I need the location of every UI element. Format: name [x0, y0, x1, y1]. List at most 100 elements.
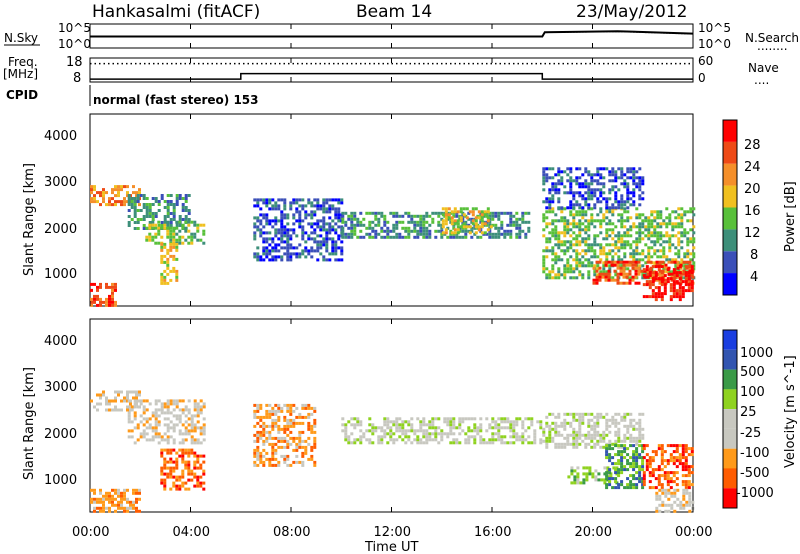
velocity-cell: [169, 469, 173, 473]
velocity-cell: [301, 421, 305, 425]
power-cell: [316, 225, 320, 229]
velocity-cell: [542, 430, 546, 434]
power-cell: [157, 220, 161, 224]
power-cell: [687, 283, 691, 287]
velocity-cell: [642, 447, 646, 451]
power-cell: [359, 211, 363, 215]
velocity-cell: [437, 432, 441, 436]
power-cell: [126, 185, 129, 189]
velocity-cell: [593, 415, 597, 419]
power-cell: [680, 222, 684, 226]
power-cell: [111, 300, 114, 304]
velocity-cell: [557, 430, 561, 434]
power-cell: [356, 235, 360, 239]
velocity-cell: [563, 418, 567, 422]
power-cell: [563, 185, 567, 189]
power-cell: [280, 237, 284, 241]
power-cell: [623, 185, 627, 189]
velocity-cell: [681, 456, 685, 460]
power-cell: [689, 207, 693, 211]
velocity-cell: [196, 475, 200, 479]
velocity-cbar-tick-minus100: -100: [740, 446, 770, 461]
velocity-cell: [313, 424, 317, 428]
power-cell: [431, 220, 435, 224]
velocity-cell: [347, 438, 351, 442]
power-ytick-3000: 3000: [44, 175, 77, 190]
power-cell: [596, 234, 600, 238]
velocity-cell: [99, 396, 102, 400]
power-cell: [629, 197, 633, 201]
velocity-cell: [570, 472, 574, 476]
velocity-cell: [593, 436, 597, 440]
power-cell: [494, 232, 498, 236]
power-cell: [301, 198, 305, 202]
velocity-cell: [576, 478, 580, 482]
velocity-cell: [608, 430, 612, 434]
power-cell: [316, 198, 320, 202]
power-cell: [136, 221, 140, 224]
power-cell: [575, 176, 579, 180]
velocity-cell: [602, 439, 606, 443]
power-cell: [661, 272, 665, 276]
power-cell: [551, 246, 555, 250]
velocity-cell: [105, 399, 108, 403]
power-cell: [386, 235, 390, 239]
velocity-cell: [638, 421, 642, 425]
velocity-cell: [635, 459, 639, 463]
velocity-cell: [395, 423, 399, 427]
power-cell: [634, 281, 638, 285]
power-cell: [611, 185, 615, 189]
velocity-cell: [667, 491, 671, 495]
power-cell: [368, 226, 372, 230]
velocity-cell: [635, 471, 639, 475]
power-cell: [654, 295, 658, 299]
power-cell: [593, 173, 597, 177]
velocity-cell: [569, 442, 573, 446]
velocity-cell: [611, 456, 615, 460]
power-cell: [268, 201, 272, 205]
power-cell: [286, 243, 290, 247]
power-cell: [578, 234, 582, 238]
velocity-cell: [374, 429, 378, 433]
power-cell: [587, 228, 591, 232]
power-cell: [178, 218, 182, 221]
velocity-cell: [160, 454, 164, 458]
velocity-cell: [193, 429, 197, 433]
velocity-cell: [527, 426, 531, 430]
velocity-cell: [672, 474, 676, 478]
velocity-cell: [682, 497, 686, 501]
power-cell: [289, 237, 293, 241]
velocity-cell: [676, 497, 680, 501]
power-cell: [163, 275, 167, 279]
power-cell: [554, 258, 558, 262]
velocity-heatmap: [90, 390, 695, 513]
power-cell: [629, 167, 633, 171]
velocity-cell: [575, 418, 579, 422]
velocity-cell: [181, 441, 185, 445]
velocity-cell: [539, 441, 543, 445]
power-cell: [316, 243, 320, 247]
power-cell: [634, 263, 638, 267]
power-cell: [154, 226, 158, 230]
velocity-cell: [196, 457, 200, 461]
velocity-cell: [542, 427, 546, 431]
power-cell: [587, 246, 591, 250]
velocity-cell: [108, 408, 111, 412]
power-cell: [127, 224, 131, 227]
velocity-cell: [286, 454, 290, 458]
velocity-cell: [632, 456, 636, 460]
velocity-cell: [202, 438, 206, 442]
power-cell: [494, 226, 498, 230]
power-cell: [289, 234, 293, 238]
velocity-cell: [416, 417, 420, 421]
power-cell: [265, 213, 269, 217]
power-cell: [313, 240, 317, 244]
velocity-cell: [575, 445, 579, 449]
power-cell: [328, 207, 332, 211]
power-cell: [310, 225, 314, 229]
velocity-cell: [596, 418, 600, 422]
velocity-cell: [256, 421, 260, 425]
velocity-cell: [132, 491, 135, 495]
power-cell: [464, 232, 468, 236]
power-cell: [268, 258, 272, 262]
